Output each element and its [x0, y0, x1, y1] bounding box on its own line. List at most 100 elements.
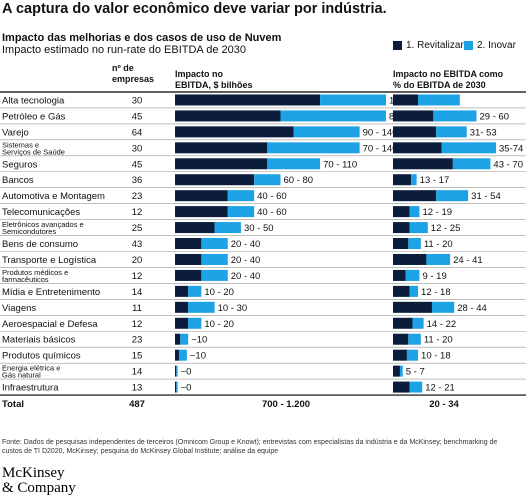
impact-bar-inovar: [201, 269, 228, 281]
percent-bar-revitalizar: [393, 317, 413, 329]
industry-label: Materiais básicos: [2, 335, 76, 346]
impact-bar-revitalizar: [175, 349, 179, 361]
industry-label: Viagens: [2, 303, 36, 314]
impact-bar-revitalizar: [175, 365, 177, 377]
industry-label: Mídia e Entretenimento: [2, 287, 100, 298]
company-count: 12: [132, 319, 143, 330]
impact-value-label: 30 - 50: [244, 223, 274, 234]
percent-bar-inovar: [409, 206, 420, 218]
column-header-companies-line-2: empresas: [112, 74, 155, 84]
percent-bar-inovar: [409, 222, 428, 234]
percent-bar-revitalizar: [393, 142, 442, 154]
impact-bar-revitalizar: [175, 285, 189, 297]
impact-bar-revitalizar: [175, 158, 268, 170]
company-count: 14: [132, 287, 143, 298]
impact-bar-revitalizar: [175, 238, 202, 250]
impact-bar-revitalizar: [175, 333, 181, 345]
percent-bar-inovar: [408, 238, 421, 250]
percent-bar-revitalizar: [393, 94, 419, 106]
company-count: 30: [132, 95, 143, 106]
impact-value-label: 70 - 140: [363, 143, 398, 154]
impact-value-label: 60 - 80: [284, 175, 314, 186]
chart-subtitle: Impacto estimado no run-rate do EBITDA d…: [2, 44, 246, 56]
column-header-percent-line-2: % do EBITDA de 2030: [393, 80, 486, 90]
percent-bar-revitalizar: [393, 158, 453, 170]
industry-label: Bens de consumo: [2, 239, 78, 250]
percent-bar-inovar: [426, 253, 451, 265]
percent-bar-revitalizar: [393, 269, 406, 281]
percent-value-label: 14 - 22: [427, 319, 457, 330]
total-companies: 487: [129, 399, 145, 410]
impact-value-label: 20 - 40: [231, 239, 261, 250]
percent-value-label: 13 - 17: [420, 175, 450, 186]
impact-value-label: 40 - 60: [257, 191, 287, 202]
column-header-percent-line-1: Impacto no EBITDA como: [393, 69, 504, 79]
impact-value-label: 70 - 110: [323, 159, 357, 170]
chart-title: Impacto das melhorias e dos casos de uso…: [2, 32, 282, 44]
industry-label-line-2: Serviços de Saúde: [2, 147, 65, 156]
percent-bar-inovar: [409, 285, 419, 297]
percent-bar-inovar: [433, 110, 477, 122]
percent-bar-revitalizar: [393, 222, 410, 234]
industry-label: Automotiva e Montagem: [2, 191, 105, 202]
percent-value-label: 5 - 7: [406, 367, 425, 378]
impact-bar-inovar: [267, 142, 360, 154]
impact-bar-revitalizar: [175, 110, 281, 122]
industry-label-line-1: Sistemas e: [2, 140, 39, 149]
percent-value-label: 10 - 18: [421, 351, 451, 362]
company-count: 12: [132, 207, 143, 218]
impact-bar-revitalizar: [175, 94, 321, 106]
company-count: 11: [132, 303, 142, 314]
percent-bar-inovar: [399, 365, 403, 377]
impact-value-label: 10 - 20: [204, 287, 234, 298]
industry-label-line-1: Eletrônicos avançados e: [2, 220, 84, 229]
percent-value-label: 31 - 54: [471, 191, 501, 202]
industry-label-line-2: Gás natural: [2, 371, 41, 380]
percent-bar-revitalizar: [393, 349, 407, 361]
percent-value-label: 11 - 20: [424, 335, 453, 346]
column-header-impact: Impacto no EBITDA, $ bilhões: [175, 69, 253, 91]
percent-value-label: 12 - 19: [422, 207, 452, 218]
percent-value-label: 31- 53: [470, 127, 497, 138]
percent-bar-revitalizar: [393, 381, 410, 393]
impact-bar-inovar: [201, 253, 228, 265]
industry-label-line-2: farmacêuticos: [2, 275, 49, 284]
industry-label: Alta tecnologia: [2, 95, 65, 106]
percent-bar-revitalizar: [393, 365, 400, 377]
impact-bar-revitalizar: [175, 174, 255, 186]
percent-bar-inovar: [441, 142, 496, 154]
company-count: 45: [132, 111, 143, 122]
impact-bar-revitalizar: [175, 301, 189, 313]
percent-bar-inovar: [452, 158, 491, 170]
impact-value-label: ~10: [191, 335, 207, 346]
legend-label-revitalizar: 1. Revitalizar: [406, 40, 464, 51]
impact-bar-inovar: [267, 158, 321, 170]
percent-bar-inovar: [405, 269, 420, 281]
impact-bar-inovar: [254, 174, 281, 186]
percent-bar-inovar: [408, 333, 421, 345]
page-title: A captura do valor econômico deve variar…: [2, 1, 387, 17]
total-label: Total: [2, 399, 24, 410]
impact-bar-inovar: [227, 206, 255, 218]
percent-bar-inovar: [418, 94, 460, 106]
impact-bar-revitalizar: [175, 317, 189, 329]
impact-bar-inovar: [320, 94, 386, 106]
company-count: 30: [132, 143, 143, 154]
industry-label: Telecomunicações: [2, 207, 80, 218]
percent-bar-revitalizar: [393, 174, 412, 186]
impact-value-label: 20 - 40: [231, 255, 261, 266]
impact-bar-revitalizar: [175, 126, 294, 138]
impact-bar-inovar: [188, 317, 202, 329]
percent-bar-inovar: [411, 174, 417, 186]
company-count: 45: [132, 159, 143, 170]
impact-value-label: 20 - 40: [231, 271, 261, 282]
impact-bar-inovar: [178, 349, 187, 361]
impact-value-label: ~0: [181, 383, 192, 394]
percent-value-label: 28 - 44: [457, 303, 487, 314]
impact-bar-inovar: [180, 333, 189, 345]
percent-value-label: 11 - 20: [424, 239, 453, 250]
impact-bar-inovar: [188, 301, 215, 313]
company-count: 23: [132, 191, 143, 202]
percent-bar-revitalizar: [393, 333, 409, 345]
